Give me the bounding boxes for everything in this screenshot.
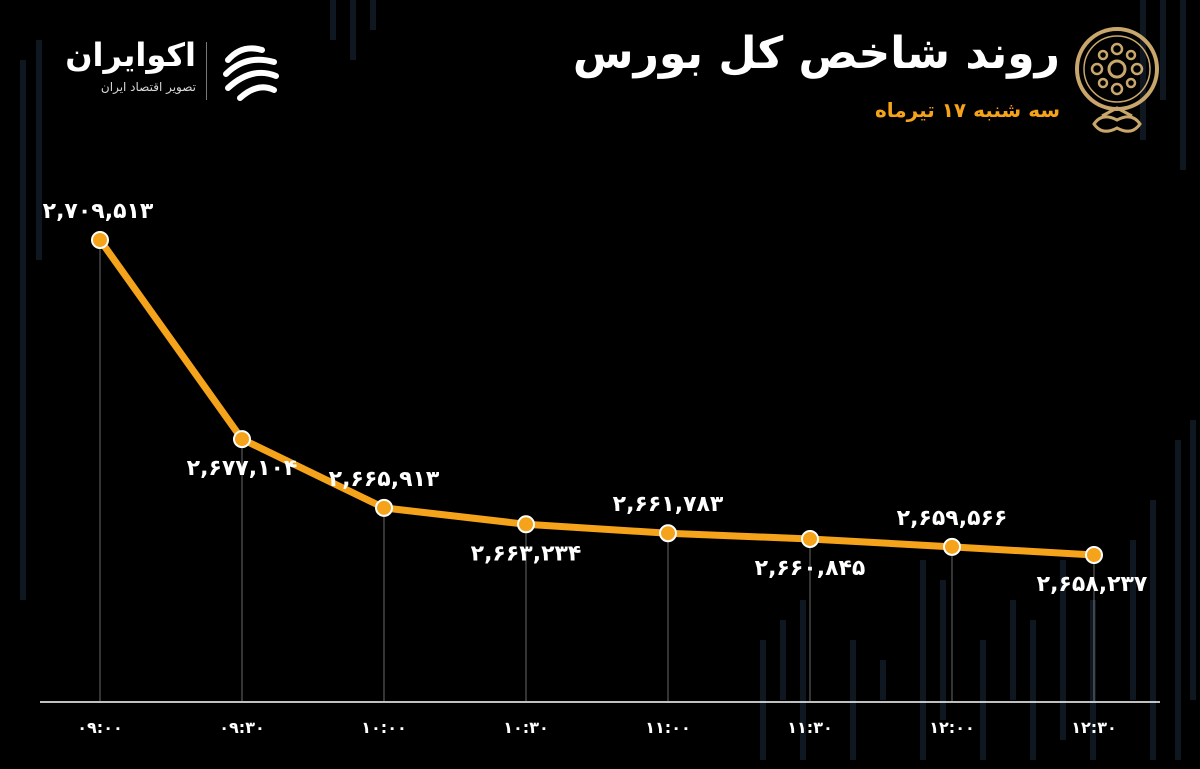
decor-bar [780,620,786,700]
decor-bar [36,40,42,260]
data-labels: ۲,۷۰۹,۵۱۳ ۲,۶۷۷,۱۰۴ ۲,۶۶۵,۹۱۳ ۲,۶۶۳,۲۳۴ ۲,۶۶… [43,199,1148,597]
decor-bar [1030,620,1036,760]
data-point [517,515,535,534]
x-tick-label: ۱۱:۳۰ [787,718,832,737]
data-point [943,537,961,556]
data-label: ۲,۶۶۱,۷۸۳ [613,492,724,517]
decor-bar [880,660,886,700]
decor-bar [1180,0,1186,170]
data-label: ۲,۶۵۸,۲۳۷ [1037,572,1148,597]
brand-tagline: تصویر اقتصاد ایران [100,80,196,94]
decor-bar [1010,600,1016,700]
x-tick-label: ۱۲:۳۰ [1071,718,1116,737]
decor-bar [1160,0,1166,100]
brand-logo-icon [223,45,279,101]
stock-exchange-seal-icon [1075,27,1159,133]
x-tick-label: ۱۱:۰۰ [645,718,690,737]
chart-title: روند شاخص کل بورس [572,28,1060,79]
brand-block: اکوایران تصویر اقتصاد ایران [38,36,298,108]
decor-bar [1130,540,1136,700]
data-label: ۲,۶۶۰,۸۴۵ [755,556,866,581]
data-point [91,231,109,249]
decor-bar [1060,560,1066,740]
data-label: ۲,۶۶۵,۹۱۳ [329,467,440,492]
decor-bar [800,600,806,760]
data-point [801,529,819,548]
chart-subtitle: سه شنبه ۱۷ تیرماه [874,98,1060,122]
decor-bar [20,60,26,600]
decor-bar [350,0,356,60]
decor-bar [1090,600,1096,760]
decor-bar [760,640,766,760]
guide-lines [99,248,1095,702]
x-tick-label: ۰۹:۳۰ [219,718,264,737]
decor-bar [920,560,926,760]
brand-separator [206,42,207,100]
decor-bar [940,580,946,720]
decor-bar [1150,500,1156,760]
decor-bar [1175,440,1181,760]
data-label: ۲,۶۵۹,۵۶۶ [897,506,1008,531]
x-tick-label: ۰۹:۰۰ [77,718,122,737]
x-tick-label: ۱۰:۰۰ [361,718,406,737]
data-point [233,430,251,449]
decor-bar [850,640,856,760]
data-point [659,524,677,543]
data-label: ۲,۷۰۹,۵۱۳ [43,199,154,224]
series-line [96,236,1098,559]
x-tick-label: ۱۰:۳۰ [503,718,548,737]
data-point [1085,546,1103,564]
decor-bar [370,0,376,30]
data-label: ۲,۶۶۳,۲۳۴ [471,541,582,566]
decor-bar [330,0,336,40]
data-point-markers [91,231,1103,564]
x-tick-labels: ۰۹:۰۰ ۰۹:۳۰ ۱۰:۰۰ ۱۰:۳۰ ۱۱:۰۰ ۱۱:۳۰ ۱۲:۰۰ ۱۲:۳۰ [77,718,1116,737]
data-label: ۲,۶۷۷,۱۰۴ [187,456,298,481]
data-point [375,498,393,517]
brand-name: اکوایران [65,36,196,74]
decor-bar [980,640,986,760]
x-tick-label: ۱۲:۰۰ [929,718,974,737]
decor-bar [1190,420,1196,700]
